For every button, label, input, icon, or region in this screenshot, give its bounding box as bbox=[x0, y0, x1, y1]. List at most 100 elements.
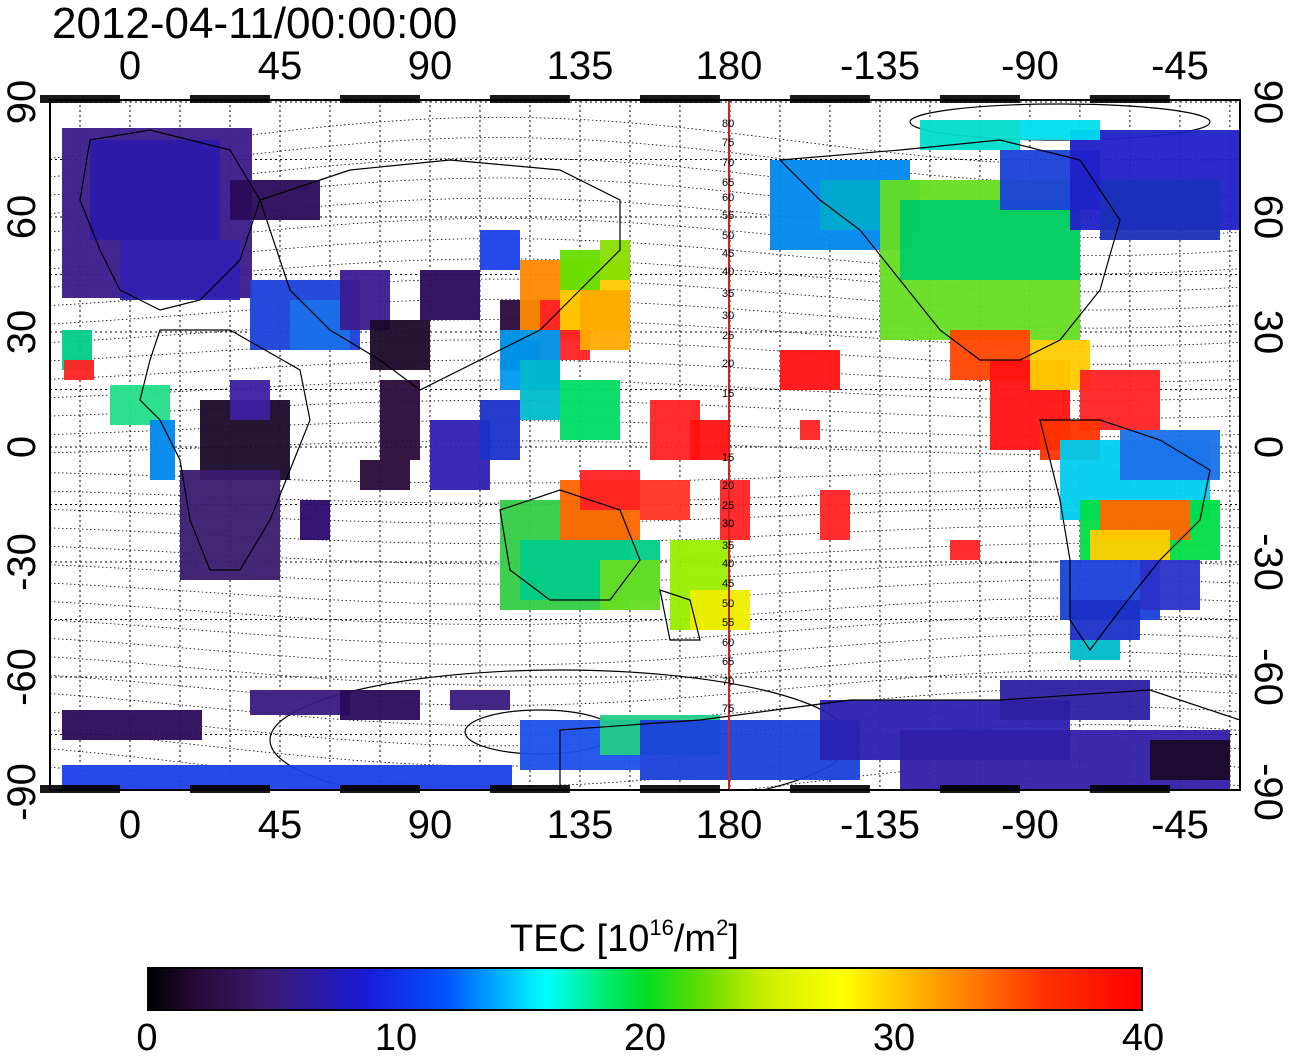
coastline bbox=[1039, 419, 1211, 652]
tec-cell bbox=[120, 240, 240, 300]
contour-line bbox=[50, 488, 1240, 504]
frame-tick bbox=[939, 95, 1020, 103]
colorbar bbox=[147, 967, 1143, 1011]
frame-tick bbox=[1089, 785, 1170, 793]
lat-tick-right: 30 bbox=[1246, 309, 1290, 355]
lon-tick-top: 45 bbox=[257, 44, 303, 88]
lon-tick-bottom: 0 bbox=[118, 803, 142, 847]
frame-tick bbox=[339, 785, 420, 793]
tec-cell bbox=[600, 560, 660, 610]
coastline bbox=[259, 159, 621, 391]
tec-cell bbox=[520, 360, 560, 420]
frame-tick bbox=[489, 95, 570, 103]
tec-cell bbox=[600, 240, 630, 280]
magnetic-lat-label: 20 bbox=[722, 358, 735, 370]
frame-tick bbox=[189, 95, 270, 103]
contour-line bbox=[50, 597, 1240, 625]
coastline bbox=[559, 689, 1240, 790]
magnetic-lat-label: 45 bbox=[722, 248, 735, 260]
tec-cell bbox=[1100, 180, 1220, 240]
tec-cell bbox=[62, 710, 202, 740]
magnetic-lat-label: 25 bbox=[722, 500, 735, 512]
contour-line bbox=[50, 506, 1240, 524]
tec-cell bbox=[340, 690, 420, 720]
tec-cell bbox=[560, 250, 600, 290]
tec-cell bbox=[300, 500, 330, 540]
contour-line bbox=[50, 651, 1240, 686]
lat-tick-right: 0 bbox=[1246, 435, 1290, 459]
contour-line bbox=[50, 561, 1240, 585]
contour-line bbox=[50, 742, 1240, 787]
colorbar-tick: 0 bbox=[136, 1017, 158, 1059]
lon-tick-bottom: -135 bbox=[839, 803, 921, 847]
frame-tick bbox=[939, 785, 1020, 793]
tec-cell bbox=[580, 290, 630, 350]
contour-line bbox=[50, 238, 1240, 275]
magnetic-lat-label: 30 bbox=[722, 518, 735, 530]
lon-tick-top: 90 bbox=[407, 44, 453, 88]
lat-tick-left: 60 bbox=[0, 194, 44, 240]
magnetic-lat-label: 55 bbox=[722, 210, 735, 222]
frame-tick bbox=[789, 785, 870, 793]
tec-cell bbox=[150, 420, 175, 480]
tec-cell bbox=[780, 350, 840, 390]
lat-tick-right: 60 bbox=[1246, 194, 1290, 240]
tec-cell bbox=[690, 590, 750, 630]
tec-cell bbox=[920, 120, 1020, 150]
tec-cell bbox=[1140, 560, 1200, 610]
coastline bbox=[778, 139, 1121, 361]
magnetic-lat-label: 35 bbox=[722, 540, 735, 552]
frame-tick bbox=[189, 785, 270, 793]
contour-line bbox=[50, 579, 1240, 605]
lat-tick-right: -60 bbox=[1246, 648, 1290, 706]
tec-cell bbox=[420, 270, 480, 320]
magnetic-lat-label: 70 bbox=[722, 676, 735, 688]
contour-line bbox=[50, 669, 1240, 706]
frame-tick bbox=[789, 95, 870, 103]
lon-tick-top: 135 bbox=[546, 44, 614, 88]
tec-cell bbox=[230, 380, 270, 420]
lat-tick-left: 0 bbox=[0, 435, 44, 459]
magnetic-lat-label: 60 bbox=[722, 637, 735, 649]
contour-line bbox=[50, 543, 1240, 565]
frame-tick bbox=[40, 95, 121, 103]
lon-tick-bottom: 135 bbox=[546, 803, 614, 847]
tec-cell bbox=[250, 690, 350, 715]
contour-line bbox=[50, 137, 1240, 184]
lat-tick-right: 90 bbox=[1246, 79, 1290, 125]
coastline bbox=[79, 129, 261, 311]
tec-cell bbox=[180, 470, 280, 580]
contour-line bbox=[50, 258, 1240, 293]
tec-cell bbox=[820, 490, 850, 540]
lat-tick-left: -60 bbox=[0, 648, 44, 706]
frame-tick bbox=[40, 785, 121, 793]
magnetic-lat-label: 20 bbox=[722, 480, 735, 492]
coastline bbox=[499, 489, 641, 601]
magnetic-lat-label: 45 bbox=[722, 578, 735, 590]
colorbar-tick: 40 bbox=[1121, 1017, 1165, 1059]
magnetic-lat-label: 75 bbox=[722, 137, 735, 149]
magnetic-lat-label: 65 bbox=[722, 656, 735, 668]
contour-line bbox=[50, 218, 1240, 256]
tec-cell bbox=[480, 400, 520, 460]
tec-cell bbox=[450, 690, 510, 710]
coastline bbox=[659, 589, 701, 641]
contour-line bbox=[50, 615, 1240, 646]
lon-tick-top: 180 bbox=[695, 44, 763, 88]
lat-tick-right: -90 bbox=[1246, 763, 1290, 821]
tec-cell bbox=[640, 480, 690, 520]
tec-cell bbox=[560, 380, 620, 440]
magnetic-lat-label: 30 bbox=[722, 310, 735, 322]
tec-cell bbox=[1070, 600, 1140, 640]
lat-tick-left: 30 bbox=[0, 309, 44, 355]
lon-tick-bottom: 180 bbox=[695, 803, 763, 847]
frame-tick bbox=[1089, 95, 1170, 103]
tec-cell bbox=[230, 180, 320, 220]
magnetic-lat-label: 65 bbox=[722, 177, 735, 189]
tec-cell bbox=[580, 470, 640, 510]
tec-cell bbox=[1090, 530, 1170, 560]
magnetic-lat-label: 40 bbox=[722, 558, 735, 570]
frame-tick bbox=[489, 785, 570, 793]
tec-cell bbox=[1070, 640, 1120, 660]
magnetic-lat-label: 40 bbox=[722, 266, 735, 278]
